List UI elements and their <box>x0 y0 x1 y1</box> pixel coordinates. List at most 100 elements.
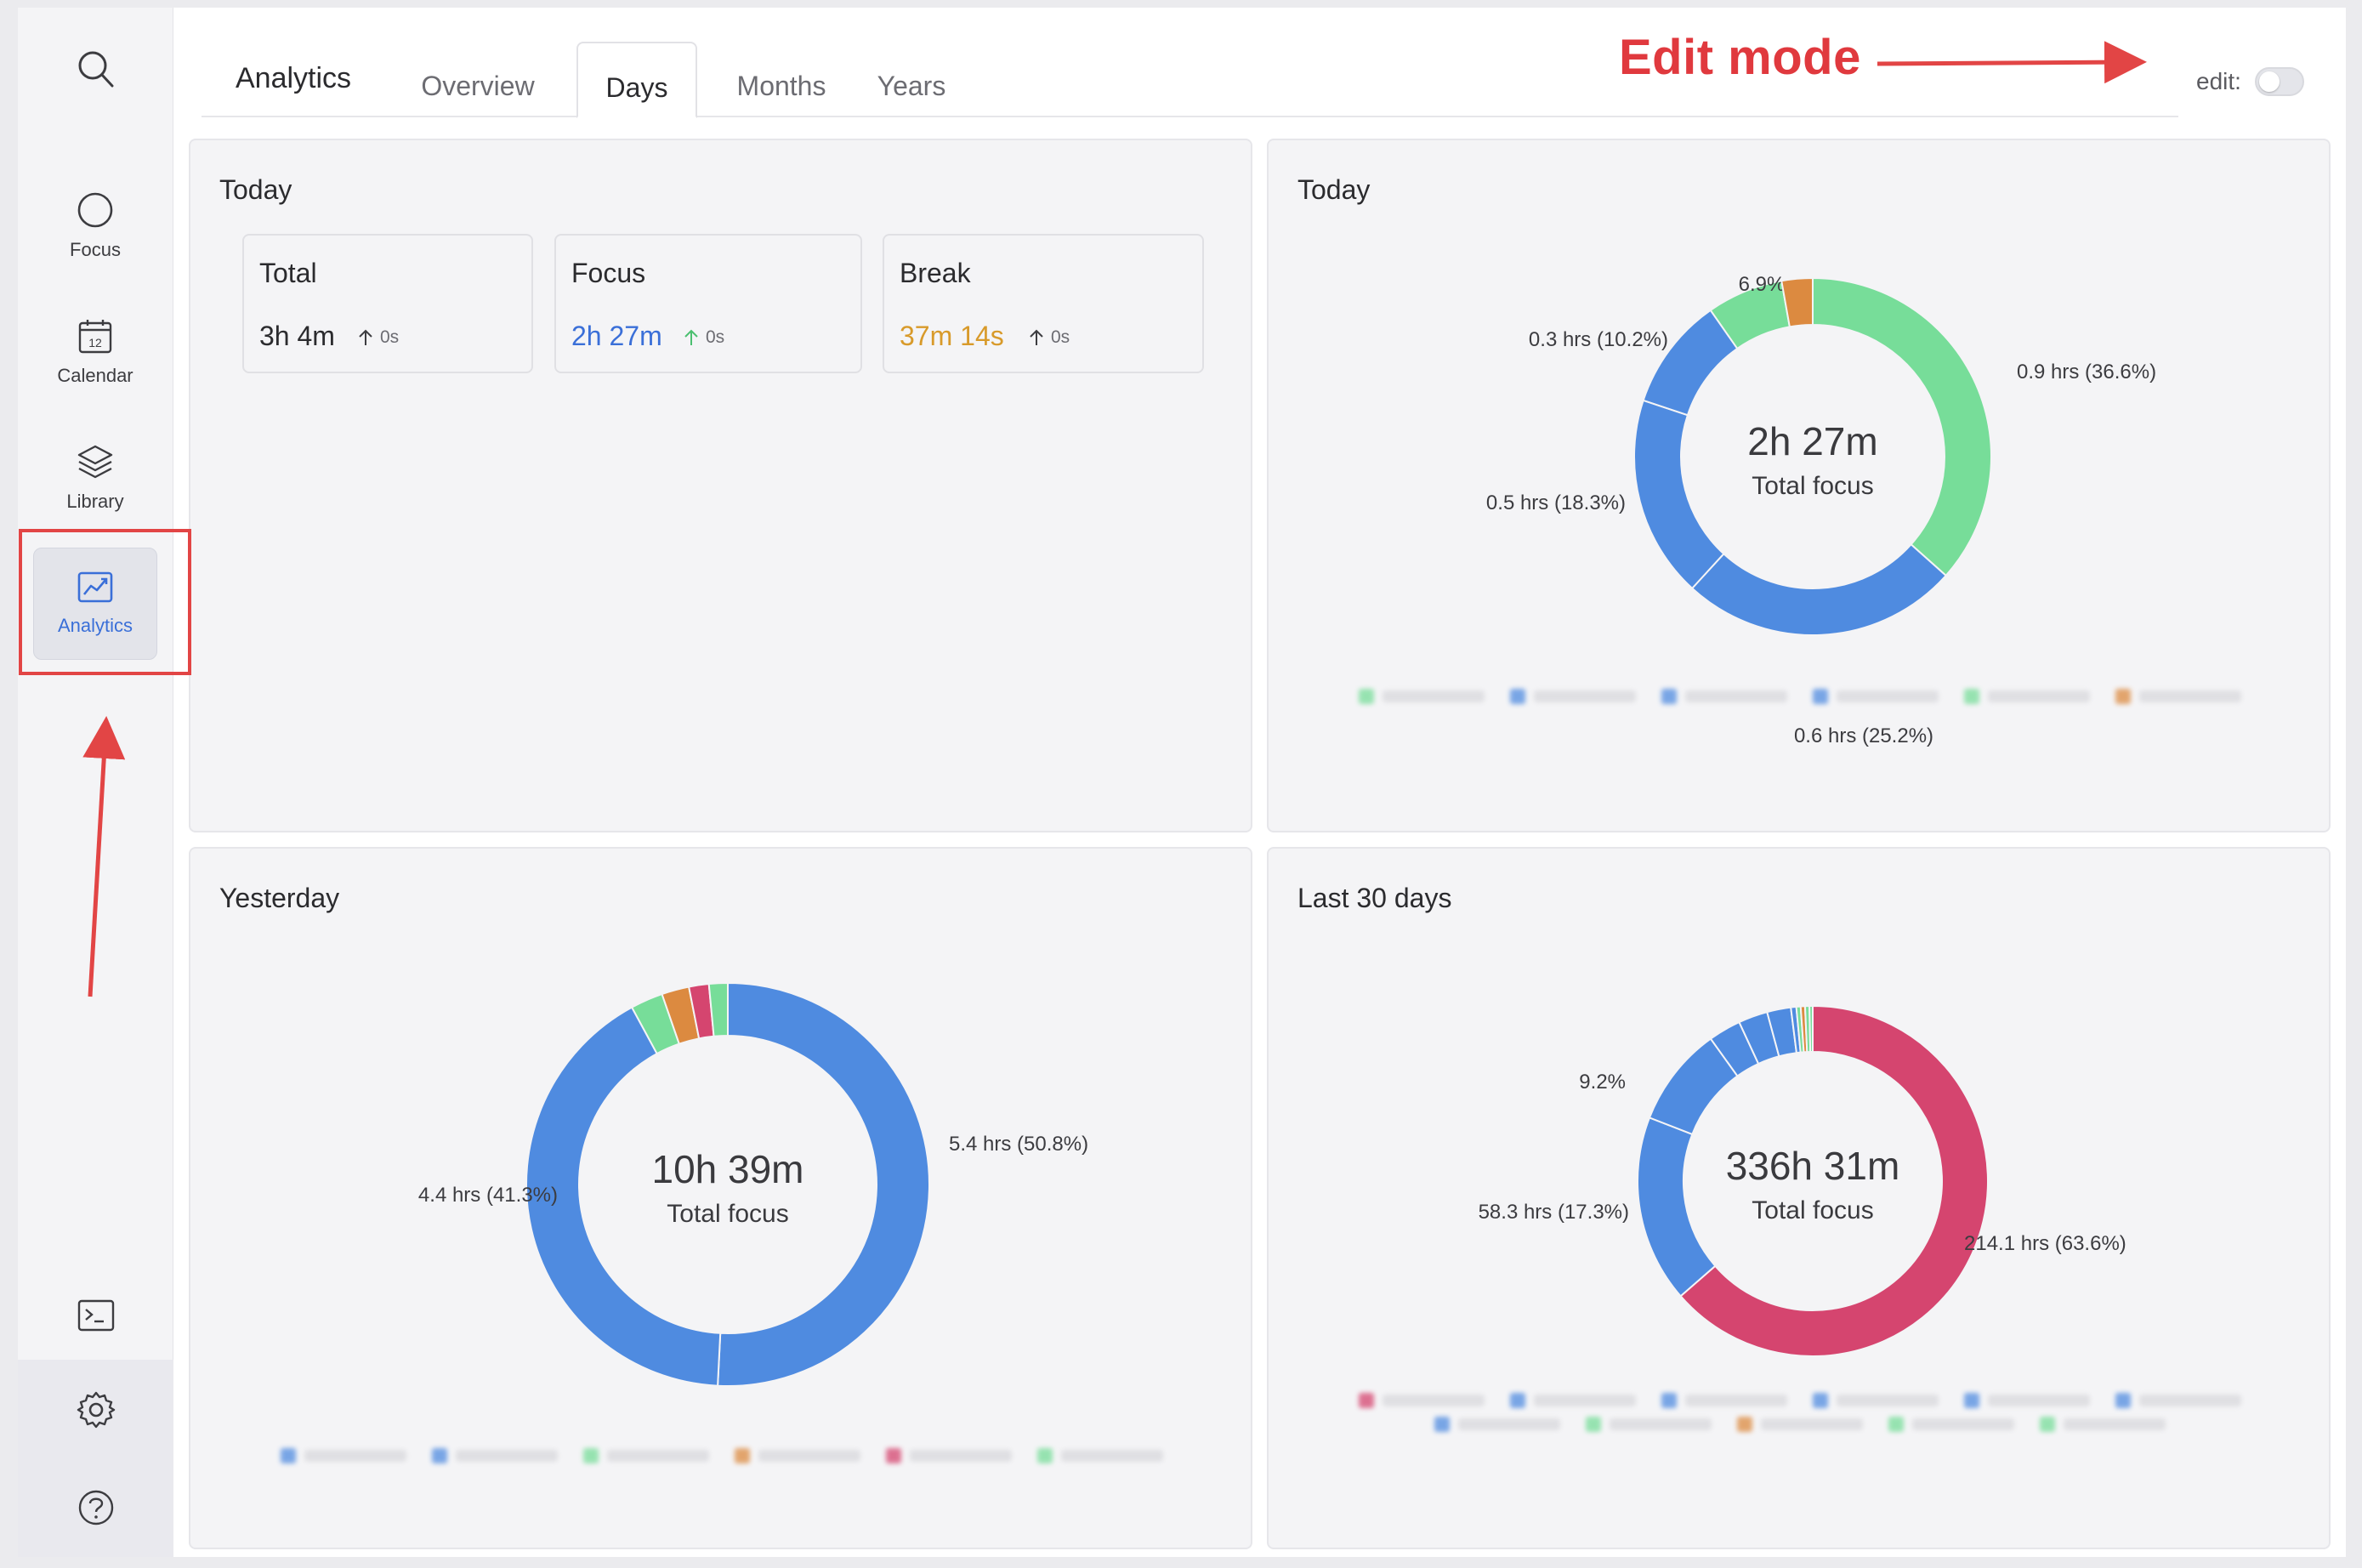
tab-years[interactable]: Years <box>877 71 946 101</box>
legend-item[interactable] <box>1510 689 1636 704</box>
annotation-highlight-box <box>19 529 191 675</box>
legend-item[interactable] <box>1434 1417 1560 1432</box>
slice-label: 214.1 hrs (63.6%) <box>1964 1232 2126 1255</box>
donut-slice[interactable] <box>1812 276 1992 577</box>
donut-slice[interactable] <box>1679 1004 1989 1357</box>
gear-icon[interactable] <box>18 1389 173 1430</box>
legend-item[interactable] <box>2040 1417 2166 1432</box>
slice-label: 4.4 hrs (41.3%) <box>418 1184 558 1207</box>
panel-yesterday-chart: Yesterday 5.4 hrs (50.8%) 4.4 hrs (41.3%)… <box>189 847 1252 1549</box>
stat-delta: 0s <box>358 327 399 348</box>
legend-text-blurred <box>1988 690 2090 702</box>
center-label: Total focus <box>1752 1196 1873 1224</box>
slice-label: 58.3 hrs (17.3%) <box>1479 1201 1629 1224</box>
donut-chart-yesterday: 5.4 hrs (50.8%) 4.4 hrs (41.3%) 10h 39m Tot… <box>418 981 1088 1387</box>
legend-item[interactable] <box>1037 1448 1163 1463</box>
legend-item[interactable] <box>1359 1393 1485 1408</box>
stat-name: Focus <box>571 258 646 288</box>
legend-swatch <box>886 1448 901 1463</box>
circle-icon <box>77 192 113 228</box>
tab-overview[interactable]: Overview <box>421 71 535 101</box>
donut-slice[interactable] <box>1808 1004 1814 1054</box>
legend-item[interactable] <box>2115 1393 2241 1408</box>
legend-text-blurred <box>1534 1395 1636 1406</box>
legend-text-blurred <box>910 1450 1012 1462</box>
sidebar-item-library[interactable]: Library <box>33 422 157 534</box>
legend-item[interactable] <box>432 1448 558 1463</box>
donut-slice[interactable] <box>1637 1116 1717 1298</box>
legend-swatch <box>1434 1417 1450 1432</box>
sidebar-item-analytics[interactable]: Analytics <box>33 548 157 660</box>
legend-item[interactable] <box>1964 689 2090 704</box>
legend-item[interactable] <box>1661 689 1787 704</box>
donut-slice[interactable] <box>525 1006 722 1387</box>
center-label: Total focus <box>667 1200 788 1228</box>
donut-slice[interactable] <box>707 981 729 1037</box>
legend-item[interactable] <box>281 1448 406 1463</box>
stat-delta: 0s <box>1029 327 1070 348</box>
legend-text-blurred <box>456 1450 558 1462</box>
calendar-icon: 12 <box>78 320 112 354</box>
sidebar-item-label: Focus <box>70 239 121 260</box>
legend-text-blurred <box>1534 690 1636 702</box>
legend-swatch <box>1586 1417 1601 1432</box>
legend-swatch <box>2115 1393 2131 1408</box>
legend-item[interactable] <box>1813 1393 1939 1408</box>
legend-text-blurred <box>758 1450 860 1462</box>
legend-text-blurred <box>1912 1418 2014 1430</box>
legend-item[interactable] <box>1359 689 1485 704</box>
sidebar-item-label: Analytics <box>57 615 133 636</box>
panel-title: Today <box>219 174 292 205</box>
center-value: 2h 27m <box>1747 419 1877 463</box>
terminal-icon[interactable] <box>18 1299 173 1332</box>
donut-slice[interactable] <box>1780 276 1814 328</box>
legend-item[interactable] <box>1737 1417 1863 1432</box>
legend-item[interactable] <box>1813 689 1939 704</box>
legend-text-blurred <box>1761 1418 1863 1430</box>
panel-today-stats: Today Total 3h 4m 0s Focus 2h 27m 0s Bre… <box>189 139 1252 832</box>
sidebar-item-calendar[interactable]: 12 Calendar <box>33 296 157 408</box>
legend-swatch <box>1510 1393 1525 1408</box>
legend-text-blurred <box>304 1450 406 1462</box>
legend-item[interactable] <box>886 1448 1012 1463</box>
svg-text:12: 12 <box>88 336 102 349</box>
legend-item[interactable] <box>735 1448 860 1463</box>
legend-swatch <box>1964 689 1979 704</box>
chart-legend <box>241 1448 1202 1463</box>
legend-item[interactable] <box>583 1448 709 1463</box>
sidebar-item-focus[interactable]: Focus <box>33 170 157 282</box>
legend-item[interactable] <box>2115 689 2241 704</box>
legend-item[interactable] <box>1964 1393 2090 1408</box>
tab-months[interactable]: Months <box>736 71 826 101</box>
legend-item[interactable] <box>1510 1393 1636 1408</box>
donut-slice[interactable] <box>717 981 930 1387</box>
stat-card-total: Total 3h 4m 0s <box>242 234 533 373</box>
donut-slice[interactable] <box>1690 543 1948 636</box>
edit-toggle[interactable] <box>2254 67 2304 96</box>
legend-swatch <box>1661 689 1677 704</box>
stat-value: 2h 27m <box>571 321 662 351</box>
legend-item[interactable] <box>1888 1417 2014 1432</box>
search-icon[interactable] <box>18 48 173 93</box>
help-icon[interactable] <box>18 1489 173 1526</box>
sidebar-item-label: Calendar <box>57 365 133 386</box>
legend-item[interactable] <box>1586 1417 1712 1432</box>
slice-label: 0.9 hrs (36.6%) <box>2017 361 2156 383</box>
donut-chart-last30: 214.1 hrs (63.6%) 58.3 hrs (17.3%) 9.2% 336… <box>1479 1004 2126 1357</box>
center-value: 10h 39m <box>651 1147 803 1191</box>
arrow-up-icon <box>684 329 698 345</box>
slice-label: 6.9% <box>1739 273 1786 296</box>
tab-days[interactable]: Days <box>576 42 697 118</box>
center-value: 336h 31m <box>1726 1144 1900 1188</box>
legend-swatch <box>2040 1417 2055 1432</box>
panel-title: Last 30 days <box>1297 883 1452 913</box>
sidebar: Focus 12 Calendar Library <box>18 8 173 1557</box>
tab-bar: Analytics Overview Days Months Years <box>202 33 2178 118</box>
panel-title: Yesterday <box>219 883 340 913</box>
slice-label: 5.4 hrs (50.8%) <box>949 1133 1088 1156</box>
legend-text-blurred <box>2139 1395 2241 1406</box>
donut-slice[interactable] <box>1633 399 1725 590</box>
legend-item[interactable] <box>1661 1393 1787 1408</box>
layers-icon <box>77 445 113 479</box>
legend-swatch <box>1888 1417 1904 1432</box>
